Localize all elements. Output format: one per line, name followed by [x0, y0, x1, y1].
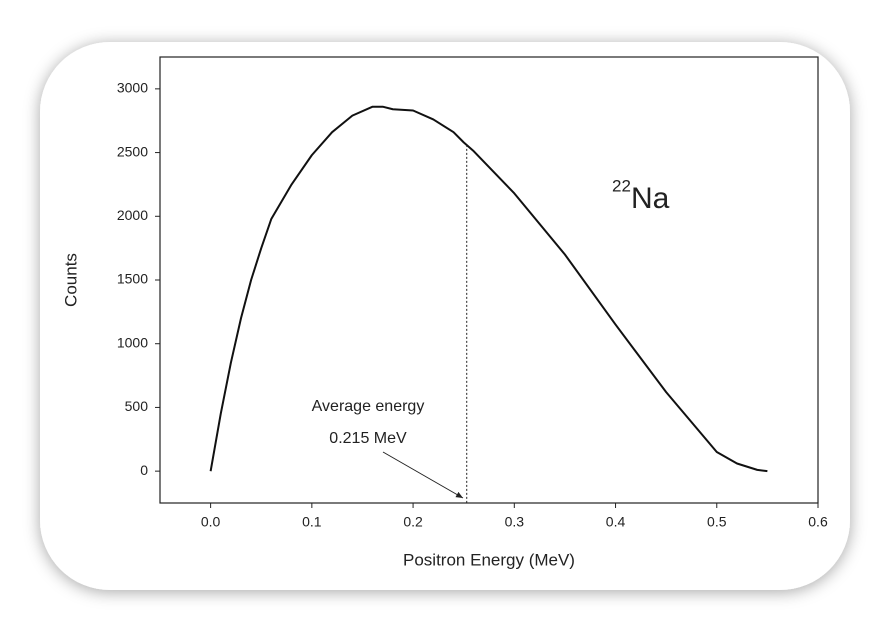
x-tick-label: 0.0	[201, 514, 221, 530]
annotation: Average energy	[312, 398, 425, 415]
x-tick-label: 0.5	[707, 514, 727, 530]
data-line	[209, 105, 768, 473]
x-tick-label: 0.4	[606, 514, 626, 530]
x-tick-label: 0.1	[302, 514, 322, 530]
x-tick-label: 0.6	[808, 514, 828, 530]
y-tick-label: 2500	[117, 143, 148, 159]
card	[40, 42, 850, 590]
annotation: 0.215 MeV	[329, 430, 407, 447]
element-label: Na	[631, 182, 670, 215]
mass-number: 22	[612, 176, 631, 195]
y-tick-label: 0	[140, 462, 148, 478]
y-tick-label: 2000	[117, 207, 148, 223]
y-tick-label: 3000	[117, 80, 148, 96]
y-tick-label: 1000	[117, 334, 148, 350]
y-tick-label: 500	[125, 398, 149, 414]
y-tick-label: 1500	[117, 271, 148, 287]
x-axis-title: Positron Energy (MeV)	[403, 550, 575, 569]
arrow	[382, 451, 464, 499]
x-tick-label: 0.2	[403, 514, 423, 530]
x-tick-label: 0.3	[505, 514, 525, 530]
y-axis-title: Counts	[61, 253, 80, 307]
